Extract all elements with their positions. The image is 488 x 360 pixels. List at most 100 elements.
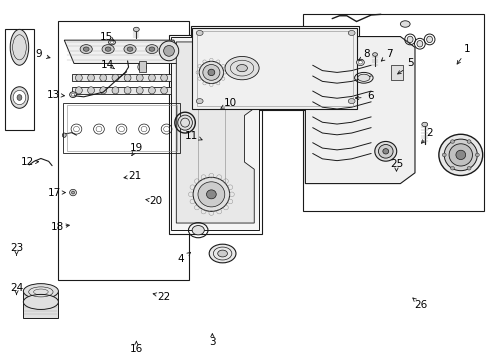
Polygon shape <box>71 74 171 81</box>
Ellipse shape <box>356 59 364 66</box>
Bar <box>303 14 483 211</box>
Ellipse shape <box>110 41 114 44</box>
Bar <box>23 291 58 318</box>
Ellipse shape <box>148 87 155 94</box>
Ellipse shape <box>75 87 82 94</box>
Ellipse shape <box>71 93 75 96</box>
Text: 11: 11 <box>185 131 198 141</box>
Ellipse shape <box>347 31 354 36</box>
Ellipse shape <box>100 74 106 81</box>
Text: 15: 15 <box>100 32 113 42</box>
Ellipse shape <box>374 141 396 161</box>
Text: 9: 9 <box>36 49 42 59</box>
Ellipse shape <box>438 134 482 176</box>
Text: 1: 1 <box>463 44 470 54</box>
Text: 13: 13 <box>47 90 60 100</box>
Ellipse shape <box>206 190 216 199</box>
Ellipse shape <box>382 149 388 154</box>
Text: 17: 17 <box>48 188 61 198</box>
Text: 14: 14 <box>101 59 114 69</box>
Ellipse shape <box>69 189 76 196</box>
Text: 4: 4 <box>178 254 184 264</box>
Text: 7: 7 <box>386 49 392 59</box>
Ellipse shape <box>416 41 422 47</box>
Ellipse shape <box>199 61 223 84</box>
Ellipse shape <box>71 191 74 194</box>
Ellipse shape <box>347 99 354 104</box>
Bar <box>63 103 180 153</box>
Ellipse shape <box>192 226 204 235</box>
Text: 24: 24 <box>10 283 23 293</box>
Polygon shape <box>305 37 414 184</box>
Ellipse shape <box>105 47 111 51</box>
Text: 3: 3 <box>208 337 215 347</box>
Text: 8: 8 <box>363 49 369 59</box>
Ellipse shape <box>136 87 143 94</box>
Ellipse shape <box>448 144 471 166</box>
Ellipse shape <box>87 87 94 94</box>
Ellipse shape <box>421 122 427 127</box>
Bar <box>139 61 146 72</box>
Ellipse shape <box>455 150 465 159</box>
Ellipse shape <box>443 139 476 171</box>
Ellipse shape <box>400 21 409 27</box>
Text: 10: 10 <box>224 98 237 108</box>
Ellipse shape <box>148 74 155 81</box>
Ellipse shape <box>161 74 167 81</box>
Ellipse shape <box>112 87 119 94</box>
Ellipse shape <box>217 250 227 257</box>
Text: 26: 26 <box>413 300 427 310</box>
Polygon shape <box>71 87 171 94</box>
Ellipse shape <box>62 133 66 137</box>
Ellipse shape <box>236 64 247 72</box>
Ellipse shape <box>207 69 214 76</box>
Ellipse shape <box>449 166 453 170</box>
Ellipse shape <box>11 87 28 108</box>
Bar <box>197 31 352 107</box>
Ellipse shape <box>357 74 369 81</box>
Ellipse shape <box>10 30 29 65</box>
Ellipse shape <box>123 45 136 54</box>
Bar <box>190 26 358 110</box>
Text: 20: 20 <box>149 196 162 206</box>
Ellipse shape <box>474 153 478 157</box>
Ellipse shape <box>136 74 143 81</box>
Ellipse shape <box>75 74 82 81</box>
Ellipse shape <box>138 63 146 72</box>
Ellipse shape <box>178 115 192 130</box>
Ellipse shape <box>159 41 179 61</box>
Ellipse shape <box>441 153 445 157</box>
Bar <box>66 105 177 150</box>
Ellipse shape <box>209 244 236 263</box>
Text: 2: 2 <box>426 129 432 138</box>
Ellipse shape <box>203 64 220 80</box>
Polygon shape <box>64 40 183 63</box>
Ellipse shape <box>196 31 203 36</box>
Ellipse shape <box>378 144 392 158</box>
Bar <box>192 28 356 109</box>
Ellipse shape <box>87 74 94 81</box>
Ellipse shape <box>224 57 259 80</box>
Ellipse shape <box>449 140 453 143</box>
Ellipse shape <box>466 166 470 170</box>
Polygon shape <box>171 37 259 230</box>
Ellipse shape <box>127 47 133 51</box>
Ellipse shape <box>124 87 131 94</box>
Ellipse shape <box>100 87 106 94</box>
Polygon shape <box>176 42 254 223</box>
Bar <box>58 22 188 280</box>
Ellipse shape <box>198 182 224 207</box>
Bar <box>390 65 402 80</box>
Ellipse shape <box>108 40 115 45</box>
Ellipse shape <box>196 99 203 104</box>
Ellipse shape <box>163 45 174 56</box>
Ellipse shape <box>23 284 58 299</box>
Text: 21: 21 <box>128 171 141 181</box>
Ellipse shape <box>407 36 412 42</box>
Ellipse shape <box>83 47 89 51</box>
Text: 6: 6 <box>366 91 373 101</box>
Bar <box>169 35 261 234</box>
Text: 23: 23 <box>10 243 23 253</box>
Ellipse shape <box>193 177 229 211</box>
Ellipse shape <box>358 61 362 64</box>
